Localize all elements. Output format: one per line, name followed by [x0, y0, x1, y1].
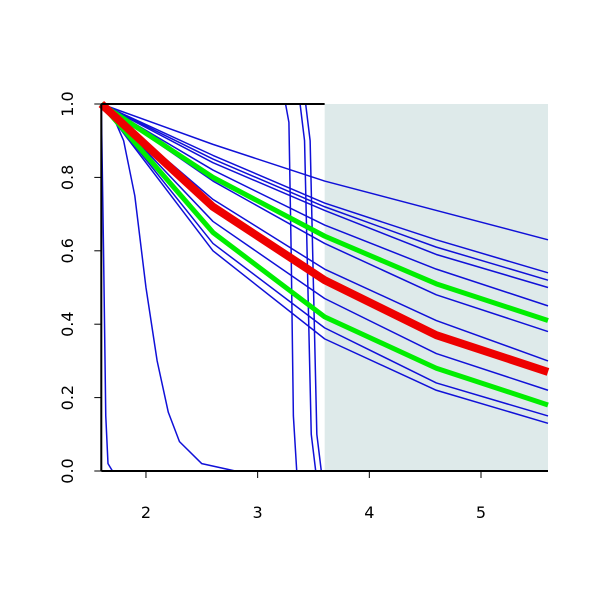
curve	[100, 103, 549, 391]
curve	[100, 103, 549, 425]
y-tick-label: 0.0	[58, 458, 77, 483]
curve	[101, 103, 549, 241]
curve	[100, 103, 549, 274]
curve	[100, 103, 549, 289]
curve	[98, 101, 550, 376]
y-tick-label: 0.2	[58, 385, 77, 410]
x-tick-label: 3	[253, 503, 263, 522]
curve	[100, 103, 549, 307]
x-tick-label: 5	[476, 503, 486, 522]
curve	[100, 103, 548, 472]
y-tick-label: 0.8	[58, 165, 77, 190]
curve	[99, 101, 549, 323]
x-tick-label: 2	[141, 503, 151, 522]
curve	[100, 103, 549, 281]
x-tick-label: 4	[364, 503, 374, 522]
y-tick-label: 0.6	[58, 238, 77, 263]
curve	[100, 103, 549, 417]
y-tick-label: 1.0	[58, 91, 77, 116]
curve	[99, 102, 549, 408]
shaded-region	[324, 104, 548, 471]
y-tick-label: 0.4	[58, 311, 77, 336]
